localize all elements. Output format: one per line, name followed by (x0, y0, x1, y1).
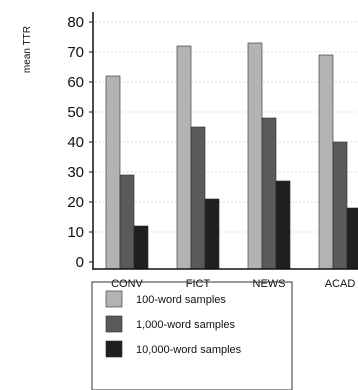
y-tick-label: 30 (67, 164, 84, 181)
bar-fict-series-1 (176, 45, 192, 270)
bar-conv-series-2 (119, 174, 135, 270)
y-axis-label: mean TTR (22, 26, 33, 73)
y-tick-label: 10 (67, 224, 84, 241)
legend-swatch (105, 340, 123, 358)
bar-news-series-3 (275, 180, 291, 270)
y-tick-label: 80 (67, 14, 84, 31)
x-category-label: ACAD (325, 278, 356, 290)
y-tick-label: 70 (67, 44, 84, 61)
legend-label: 10,000-word samples (136, 344, 242, 356)
legend-frame (91, 281, 293, 390)
bar-news-series-2 (261, 117, 277, 270)
bar-fict-series-3 (204, 198, 220, 270)
legend-swatch (105, 315, 123, 333)
y-tick-label: 50 (67, 104, 84, 121)
bar-acad-series-1 (318, 54, 334, 270)
x-category-label: CONV (111, 278, 143, 290)
legend-swatch (105, 290, 123, 308)
legend-label: 100-word samples (136, 294, 226, 306)
x-axis-categories: CONV FICT NEWS ACAD (111, 278, 355, 290)
bar-acad-series-3 (346, 207, 358, 270)
legend-label: 1,000-word samples (136, 319, 236, 331)
bar-conv-series-1 (105, 75, 121, 270)
bar-acad-series-2 (332, 141, 348, 270)
y-tick-label: 20 (67, 194, 84, 211)
y-tick-label: 60 (67, 74, 84, 91)
bars (105, 42, 358, 270)
legend: 100-word samples 1,000-word samples 10,000… (91, 281, 293, 390)
gridlines (95, 21, 358, 233)
y-axis-ticks: 0 10 20 30 40 50 60 70 80 (67, 14, 93, 271)
y-tick-label: 0 (76, 254, 84, 271)
bar-fict-series-2 (190, 126, 206, 270)
y-tick-label: 40 (67, 134, 84, 151)
bar-news-series-1 (247, 42, 263, 270)
x-category-label: FICT (186, 278, 211, 290)
x-category-label: NEWS (253, 278, 286, 290)
bar-conv-series-3 (133, 225, 149, 270)
